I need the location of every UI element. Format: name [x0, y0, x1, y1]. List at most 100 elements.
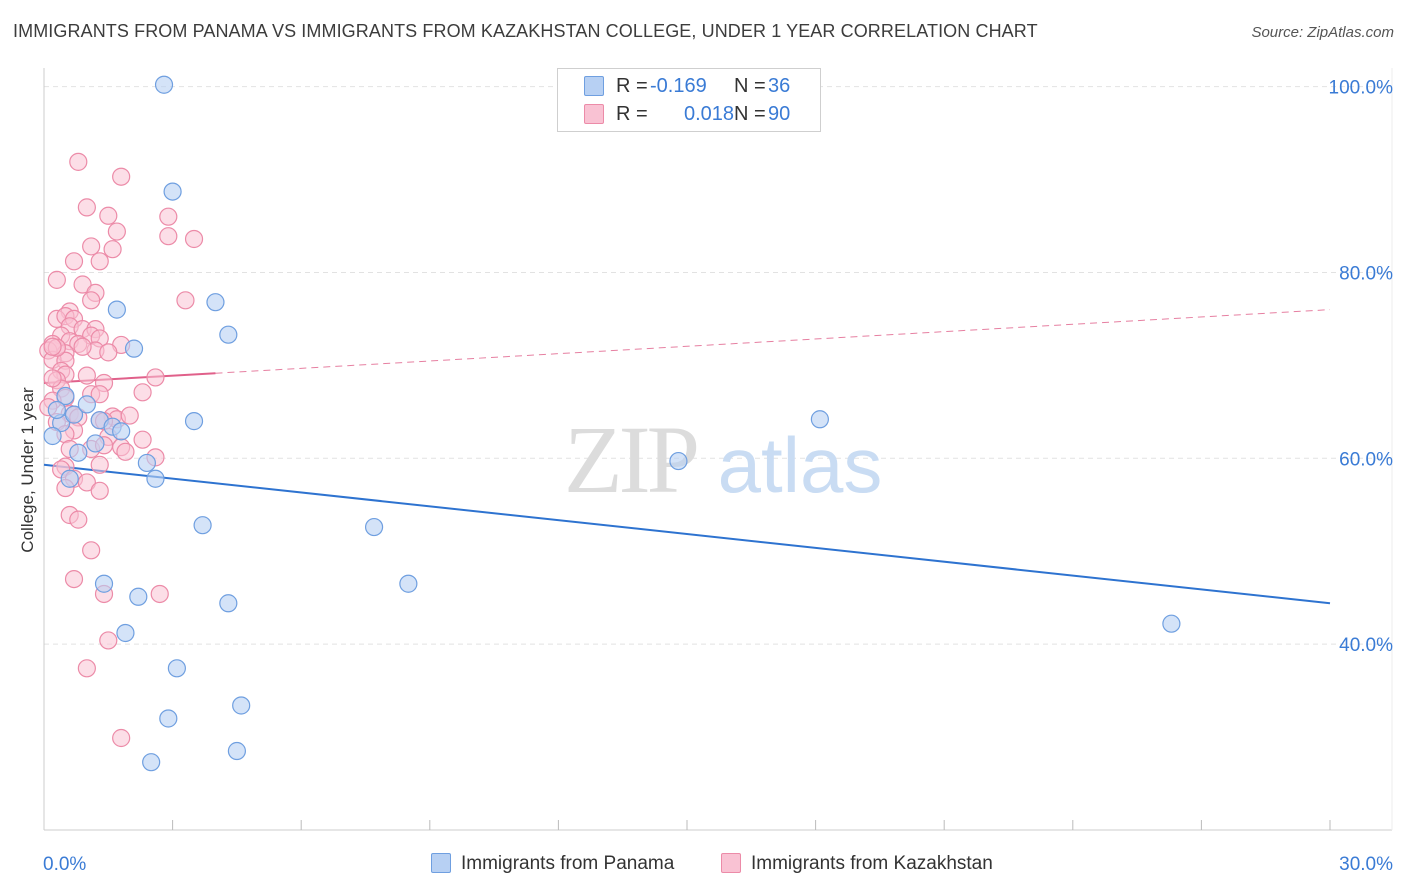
trend-lines	[43, 309, 1331, 605]
kazakhstan-point	[73, 275, 92, 294]
y-axis-label: College, Under 1 year	[18, 387, 37, 553]
panama-point	[193, 516, 212, 535]
kazakhstan-point	[43, 337, 62, 356]
legend-n-value: 90	[768, 103, 791, 125]
kazakhstan-point	[90, 481, 109, 500]
legend-r-value: -0.169	[650, 75, 707, 97]
panama-point	[1162, 614, 1181, 633]
panama-point	[669, 451, 688, 471]
panama-point	[232, 696, 251, 715]
legend-n-label: N =	[734, 103, 766, 125]
panama-point	[77, 395, 96, 414]
panama-point	[167, 659, 186, 678]
bottom-legend-swatch-panama	[431, 853, 451, 873]
kazakhstan-point	[77, 366, 96, 385]
panama-point	[124, 339, 144, 358]
kazakhstan-point	[77, 473, 96, 492]
tick-labels: 100.0% 80.0% 60.0% 40.0% 0.0% 30.0%	[43, 78, 1393, 875]
panama-point	[112, 422, 131, 441]
kazakhstan-point	[120, 406, 139, 425]
source-credit: Source: ZipAtlas.com	[1251, 24, 1394, 41]
panama-point	[142, 753, 161, 772]
y-tick-label: 40.0%	[1339, 635, 1393, 656]
kazakhstan-point	[112, 728, 131, 748]
panama-point	[56, 386, 75, 406]
panama-point	[206, 293, 225, 312]
kazakhstan-point	[43, 369, 62, 388]
kazakhstan-point	[184, 229, 204, 249]
panama-point	[116, 623, 135, 643]
kazakhstan-point	[69, 152, 88, 171]
kazakhstan-point	[116, 442, 135, 461]
legend-n-value: 36	[768, 75, 791, 97]
legend-n-label: N =	[734, 75, 766, 97]
kazakhstan-point	[77, 659, 96, 678]
kazakhstan-point	[99, 343, 118, 362]
axes	[43, 68, 1393, 831]
kazakhstan-point	[112, 167, 131, 186]
y-tick-label: 60.0%	[1339, 449, 1393, 470]
kazakhstan-point	[90, 455, 109, 474]
bottom-legend-swatch-kazakhstan	[721, 853, 741, 873]
kazakhstan-point	[64, 252, 84, 271]
panama-point	[159, 709, 178, 728]
panama-points	[43, 75, 1181, 772]
panama-point	[60, 469, 79, 488]
y-tick-label: 100.0%	[1329, 78, 1394, 99]
x-tick-label-min: 0.0%	[43, 854, 86, 875]
legend-r-value: 0.018	[684, 103, 735, 125]
panama-point	[86, 434, 105, 453]
kazakhstan-trend-line-solid	[43, 372, 216, 385]
kazakhstan-point	[133, 430, 152, 449]
kazakhstan-point	[64, 569, 84, 589]
panama-point	[219, 325, 238, 344]
panama-point	[399, 574, 418, 593]
panama-point	[94, 574, 114, 593]
panama-point	[69, 443, 88, 462]
panama-point	[47, 400, 66, 420]
watermark-atlas: atlas	[718, 421, 883, 509]
kazakhstan-point	[99, 206, 118, 225]
kazakhstan-point	[47, 270, 66, 289]
legend: R = -0.169 N = 36 R = 0.018 N = 90	[557, 68, 821, 132]
panama-point	[107, 300, 126, 319]
bottom-legend-label-panama: Immigrants from Panama	[461, 853, 675, 874]
kazakhstan-point	[103, 240, 122, 259]
kazakhstan-trend-line-dashed	[215, 309, 1331, 374]
legend-r-label: R =	[616, 75, 648, 97]
kazakhstan-point	[73, 337, 92, 356]
kazakhstan-point	[146, 368, 165, 387]
kazakhstan-point	[90, 385, 109, 404]
grid-lines	[44, 86, 1392, 645]
kazakhstan-point	[90, 252, 109, 271]
kazakhstan-point	[150, 584, 169, 604]
kazakhstan-point	[69, 510, 88, 529]
kazakhstan-point	[159, 207, 178, 226]
kazakhstan-point	[107, 222, 126, 241]
legend-r-label: R =	[616, 103, 648, 125]
kazakhstan-point	[176, 291, 195, 310]
y-tick-label: 80.0%	[1339, 263, 1393, 284]
legend-swatch-panama	[584, 76, 604, 96]
panama-point	[227, 741, 246, 761]
panama-point	[163, 182, 182, 201]
kazakhstan-point	[77, 198, 96, 217]
kazakhstan-point	[82, 291, 101, 310]
kazakhstan-point	[133, 383, 152, 402]
panama-point	[364, 517, 384, 537]
panama-point	[146, 469, 165, 488]
panama-point	[184, 412, 204, 431]
kazakhstan-point	[82, 541, 101, 560]
panama-point	[137, 453, 156, 473]
watermark: ZIP atlas	[564, 406, 882, 513]
panama-trend-line	[43, 463, 1331, 605]
bottom-legend-label-kazakhstan: Immigrants from Kazakhstan	[751, 853, 993, 874]
panama-point	[219, 594, 238, 613]
kazakhstan-point	[99, 631, 118, 650]
legend-swatch-kazakhstan	[584, 104, 604, 124]
kazakhstan-point	[159, 227, 178, 246]
panama-point	[129, 587, 148, 606]
panama-point	[43, 426, 62, 446]
panama-point	[810, 410, 829, 429]
